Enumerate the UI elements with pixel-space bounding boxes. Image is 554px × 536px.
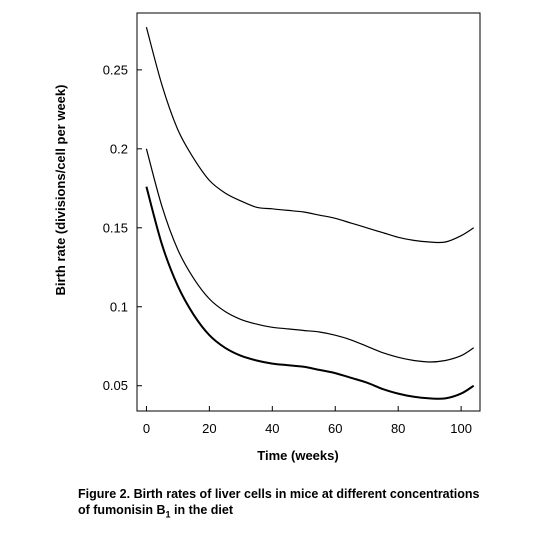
series-line-3 (145, 186, 475, 400)
x-tick-label: 60 (328, 421, 342, 436)
x-tick-label: 0 (143, 421, 150, 436)
caption-line-2: of fumonisin B1 in the diet (78, 502, 538, 523)
y-axis-title: Birth rate (divisions/cell per week) (53, 85, 68, 296)
plot-frame (136, 12, 481, 412)
caption-line-2-tail: in the diet (170, 503, 234, 517)
x-axis: 0 20 40 60 80 100 (143, 406, 472, 436)
x-tick-label: 100 (450, 421, 472, 436)
caption-line-1: Figure 2. Birth rates of liver cells in … (78, 487, 480, 501)
caption-subscript: 1 (165, 509, 171, 520)
x-tick-label: 20 (202, 421, 216, 436)
figure-caption: Figure 2. Birth rates of liver cells in … (78, 486, 538, 523)
x-tick-label: 80 (391, 421, 405, 436)
y-tick-label: 0.2 (110, 141, 128, 156)
x-axis-title: Time (weeks) (257, 448, 338, 463)
y-tick-label: 0.25 (103, 62, 128, 77)
y-tick-label: 0.05 (103, 378, 128, 393)
caption-line-2-text: of fumonisin B (78, 503, 166, 517)
series-line-2 (145, 148, 475, 363)
y-axis: 0.05 0.1 0.15 0.2 0.25 (103, 62, 142, 393)
series-group (145, 27, 475, 400)
y-tick-label: 0.15 (103, 220, 128, 235)
chart: 0 20 40 60 80 100 0.05 0.1 0.15 0.2 0.25 Time (we… (53, 12, 481, 463)
x-tick-label: 40 (265, 421, 279, 436)
series-line-1 (145, 27, 475, 244)
y-tick-label: 0.1 (110, 299, 128, 314)
